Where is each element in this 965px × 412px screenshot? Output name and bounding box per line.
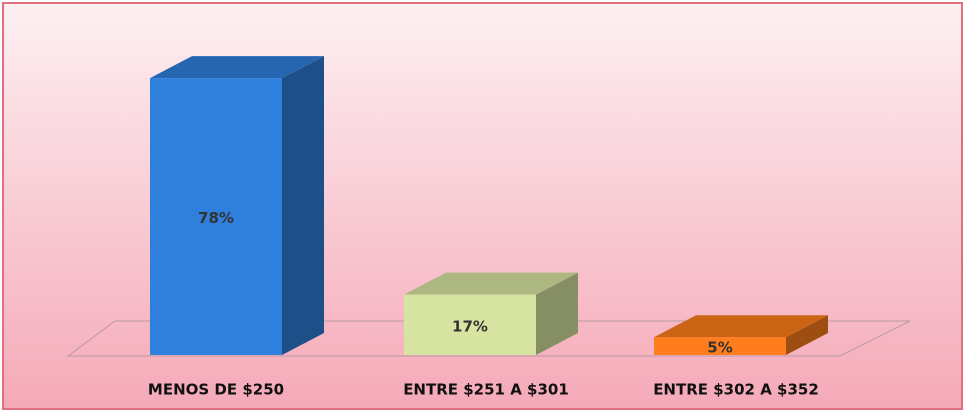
- x-tick-label: ENTRE $251 A $301: [403, 381, 569, 399]
- value-label: 5%: [707, 339, 732, 357]
- bar-top: [654, 315, 828, 338]
- value-label: 78%: [198, 209, 234, 227]
- bar: [404, 294, 536, 355]
- bar-side: [786, 315, 828, 355]
- bar-top: [150, 56, 324, 79]
- bar-side: [282, 56, 324, 355]
- bar-side: [536, 272, 578, 355]
- x-tick-label: ENTRE $302 A $352: [653, 381, 819, 399]
- floor: [66, 320, 911, 357]
- bar: [654, 337, 786, 355]
- value-label: 17%: [452, 317, 488, 335]
- bar-top: [404, 272, 578, 295]
- x-tick-label: MENOS DE $250: [148, 381, 284, 399]
- bar: [150, 78, 282, 355]
